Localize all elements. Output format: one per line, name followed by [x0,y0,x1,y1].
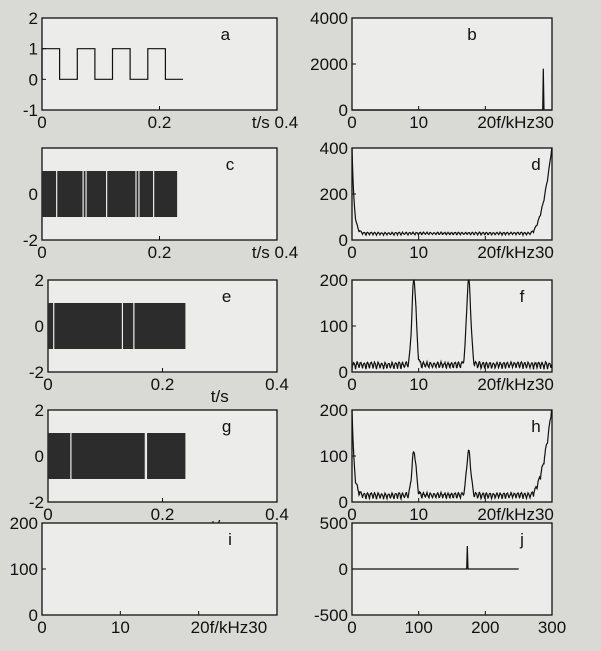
y-tick-label: 200 [320,185,348,204]
x-tick-label: 0.2 [151,505,175,524]
y-tick-label: 200 [320,401,348,420]
y-tick-label: 500 [320,514,348,533]
plot-frame [351,409,553,503]
panel-i [41,522,278,616]
plot-frame [351,147,553,241]
y-tick-label: 0 [339,101,348,120]
y-tick-label: 200 [10,514,38,533]
series-line [352,545,519,570]
x-tick-label: 10 [409,113,428,132]
panel-a [41,17,278,111]
x-tick-label: 0 [37,113,46,132]
y-tick-label: 0 [35,317,44,336]
x-axis-label: t/s [211,387,229,406]
x-tick-label: 10 [111,618,130,637]
x-tick-label: 0 [347,618,356,637]
x-axis-label: 20f/kHz30 [477,505,554,524]
x-tick-label: 0.2 [148,113,172,132]
y-tick-label: 2000 [310,55,348,74]
x-tick-label: 0.4 [265,375,289,394]
y-tick-label: 2 [35,271,44,290]
x-tick-label: 0.2 [151,375,175,394]
y-tick-label: -2 [29,363,44,382]
y-tick-label: 1 [29,40,38,59]
x-tick-label: 0.4 [265,505,289,524]
y-tick-label: 0 [29,606,38,625]
y-tick-label: 200 [320,271,348,290]
x-tick-label: 0 [347,243,356,262]
y-tick-label: -2 [23,231,38,250]
y-tick-label: 2 [35,401,44,420]
panel-label: f [520,287,525,306]
panel-label: c [226,155,235,174]
y-tick-label: 100 [320,447,348,466]
x-tick-label: 0 [347,505,356,524]
y-tick-label: 0 [35,447,44,466]
x-axis-label: 20f/kHz30 [191,618,268,637]
y-tick-label: 0 [339,560,348,579]
panel-b [351,17,553,111]
y-tick-label: -500 [314,606,348,625]
signal-band [42,171,178,217]
panel-label: a [221,25,231,44]
signal-band [48,433,186,479]
x-tick-label: 100 [404,618,432,637]
x-axis-label: 20f/kHz30 [477,243,554,262]
panel-c [41,147,278,241]
x-tick-label: 0 [37,618,46,637]
x-tick-label: 0 [43,505,52,524]
panel-f [351,279,553,373]
x-tick-label: 10 [409,243,428,262]
signal-band [48,303,186,349]
y-tick-label: 100 [10,560,38,579]
panel-label: g [222,417,231,436]
y-tick-label: 4000 [310,9,348,28]
x-tick-label: 0 [347,113,356,132]
panel-g [47,409,278,503]
plot-frame [41,522,278,616]
panel-label: b [467,25,476,44]
x-tick-label: 0 [347,375,356,394]
panel-label: h [531,417,540,436]
y-tick-label: 0 [29,185,38,204]
y-tick-label: -1 [23,101,38,120]
panel-h [351,409,553,503]
x-axis-label: 20f/kHz30 [477,375,554,394]
series-line [352,68,552,111]
x-tick-label: 10 [409,375,428,394]
y-tick-label: 0 [339,493,348,512]
panel-d [351,147,553,241]
plot-frame [351,17,553,111]
panel-e [47,279,278,373]
x-axis-label: t/s 0.4 [252,243,298,262]
panel-j [351,522,553,616]
x-axis-label: 20f/kHz30 [477,113,554,132]
panel-label: d [531,155,540,174]
series-line [41,48,183,80]
x-tick-label: 0.2 [148,243,172,262]
panel-label: i [228,530,232,549]
x-tick-label: 0 [37,243,46,262]
y-tick-label: 0 [29,70,38,89]
series-line [351,147,553,237]
series-line [351,279,553,371]
y-tick-label: 2 [29,9,38,28]
x-tick-label: 300 [538,618,566,637]
y-tick-label: 0 [339,363,348,382]
y-tick-label: 0 [339,231,348,250]
panel-label: e [222,287,231,306]
y-tick-label: 400 [320,139,348,158]
y-tick-label: 100 [320,317,348,336]
x-tick-label: 0 [43,375,52,394]
panel-label: j [519,530,524,549]
y-tick-label: -2 [29,493,44,512]
plot-frame [351,279,553,373]
plot-frame [41,17,278,111]
series-line [351,409,553,502]
x-axis-label: t/s 0.4 [252,113,298,132]
x-tick-label: 10 [409,505,428,524]
x-tick-label: 200 [471,618,499,637]
